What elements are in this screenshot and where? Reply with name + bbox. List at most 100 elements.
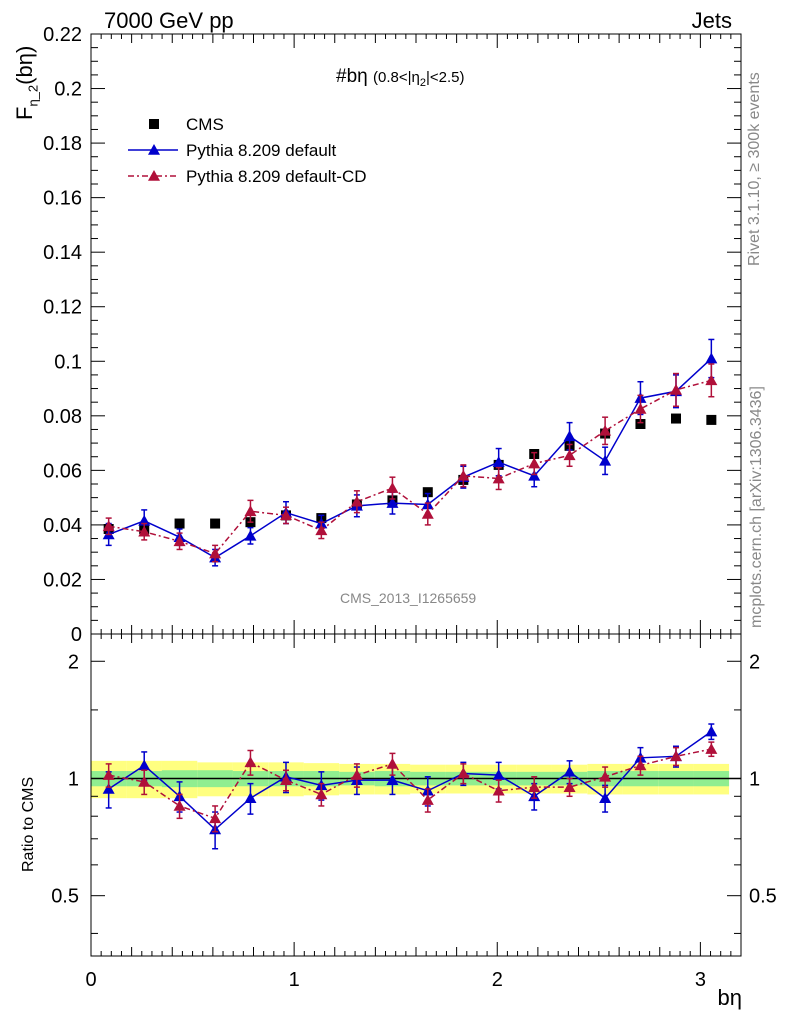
ratio-pythia-default-cd-point xyxy=(634,759,647,771)
ratio-pythia-default-cd-point xyxy=(670,750,682,762)
pythia-default-cd-point xyxy=(244,505,257,517)
pythia-default-point xyxy=(599,454,612,466)
ratio-pythia-default-cd-point xyxy=(173,799,186,811)
y-tick-label: 0.1 xyxy=(54,351,82,373)
ratio-y-axis-label: Ratio to CMS xyxy=(20,776,37,872)
ratio-pythia-default-point xyxy=(599,792,612,803)
ratio-pythia-default-cd-point xyxy=(528,781,541,792)
ratio-pythia-default-cd-point xyxy=(457,767,470,779)
ratio-pythia-default-cd-point xyxy=(280,774,292,785)
pythia-default-point xyxy=(528,469,541,481)
y-tick-label: 0.12 xyxy=(43,297,82,319)
x-tick-label: 0 xyxy=(85,969,96,991)
pythia-default-cd-point xyxy=(350,495,363,507)
pythia-default-cd-point xyxy=(670,383,682,395)
ratio-pythia-default-point xyxy=(492,769,505,780)
pythia-default-cd-point xyxy=(138,525,151,537)
ratio-y-tick-label: 0.5 xyxy=(51,886,79,908)
ratio-pythia-default-point xyxy=(244,792,257,803)
ratio-pythia-default-point xyxy=(102,782,115,794)
legend-default-cd-marker xyxy=(148,170,160,181)
pythia-default-point xyxy=(492,456,505,467)
ratio-pythia-default-cd-point xyxy=(421,794,434,805)
ratio-pythia-default-cd-point xyxy=(705,743,718,754)
ratio-y-tick-label-right: 0.5 xyxy=(749,886,777,908)
y-tick-label: 0 xyxy=(71,624,82,646)
pythia-default-cd-point xyxy=(386,482,399,493)
pythia-default-point xyxy=(705,352,718,364)
mcplots-label: mcplots.cern.ch [arXiv:1306.3436] xyxy=(748,386,765,628)
main-y-axis-label: Fη_2(bη) xyxy=(12,45,41,120)
pythia-default-cd-point xyxy=(634,403,647,414)
pythia-default-cd-point xyxy=(315,524,328,536)
watermark: CMS_2013_I1265659 xyxy=(340,590,477,606)
pythia-default-point xyxy=(244,529,257,541)
legend-default-label: Pythia 8.209 default xyxy=(186,141,337,160)
x-tick-label: 1 xyxy=(289,969,300,991)
legend-cms-marker xyxy=(149,119,159,129)
ratio-y-tick-label-right: 2 xyxy=(749,651,760,673)
pythia-default-cd-point xyxy=(528,457,541,469)
x-tick-label: 2 xyxy=(492,969,503,991)
pythia-default-point xyxy=(386,497,399,508)
ratio-pythia-default-point xyxy=(563,765,576,777)
cms-point xyxy=(671,413,681,424)
y-tick-label: 0.08 xyxy=(43,406,82,428)
pythia-default-cd-point xyxy=(173,535,186,547)
ratio-pythia-default-cd-point xyxy=(138,775,151,787)
pythia-default-line xyxy=(108,357,712,559)
y-tick-label: 0.02 xyxy=(43,569,82,591)
legend-default-marker xyxy=(148,144,160,155)
ratio-pythia-default-cd-point xyxy=(209,812,222,824)
pythia-default-cd-point xyxy=(492,472,505,484)
ratio-pythia-default-cd-point xyxy=(102,769,115,780)
legend-cms-label: CMS xyxy=(186,115,224,134)
y-tick-label: 0.22 xyxy=(43,24,82,46)
pythia-default-cd-point xyxy=(457,469,470,481)
ratio-pythia-default-cd-point xyxy=(386,757,399,769)
legend-default-cd-label: Pythia 8.209 default-CD xyxy=(186,167,367,186)
pythia-default-cd-point xyxy=(280,509,292,521)
y-tick-label: 0.16 xyxy=(43,188,82,210)
header-right: Jets xyxy=(691,8,732,33)
plot-title: #bη (0.8<|η2|<2.5) xyxy=(336,66,464,89)
ratio-pythia-default-cd-point xyxy=(244,756,257,768)
ratio-pythia-default-cd-point xyxy=(563,781,576,792)
y-tick-label: 0.2 xyxy=(54,79,82,101)
pythia-default-cd-point xyxy=(209,547,222,559)
y-tick-label: 0.04 xyxy=(43,515,82,537)
pythia-default-cd-point xyxy=(599,424,612,436)
ratio-y-tick-label: 1 xyxy=(68,768,79,790)
ratio-pythia-default-point xyxy=(386,774,399,785)
x-tick-label: 3 xyxy=(695,969,706,991)
ratio-pythia-default-cd-point xyxy=(599,770,612,782)
cms-point xyxy=(635,419,646,429)
header-left: 7000 GeV pp xyxy=(104,8,234,33)
cms-point xyxy=(210,518,221,529)
cms-point xyxy=(422,487,433,498)
ratio-pythia-default-cd-point xyxy=(350,769,363,780)
ratio-y-tick-label-right: 1 xyxy=(749,768,760,790)
pythia-default-point xyxy=(563,430,576,442)
x-axis-label: bη xyxy=(717,985,742,1010)
title-observable: #bη xyxy=(336,66,368,87)
ratio-pythia-default-cd-point xyxy=(315,788,328,800)
ratio-pythia-default-cd-point xyxy=(492,784,505,796)
ratio-y-tick-label: 2 xyxy=(68,651,79,673)
cms-point xyxy=(174,518,185,529)
y-tick-label: 0.14 xyxy=(43,242,82,264)
pythia-default-cd-point xyxy=(421,508,434,519)
pythia-default-cd-point xyxy=(102,520,115,532)
rivet-label: Rivet 3.1.10, ≥ 300k events xyxy=(746,72,763,266)
pythia-default-cd-line xyxy=(108,379,712,555)
ratio-pythia-default-point xyxy=(705,725,718,737)
y-tick-label: 0.18 xyxy=(43,133,82,155)
y-tick-label: 0.06 xyxy=(43,460,82,482)
pythia-default-cd-point xyxy=(705,374,718,386)
cms-point xyxy=(706,414,717,425)
title-cut: (0.8<|η2|<2.5) xyxy=(372,69,465,89)
ratio-pythia-default-point xyxy=(138,759,151,771)
pythia-default-cd-point xyxy=(563,449,576,461)
ratio-pythia-default-line xyxy=(108,730,712,831)
